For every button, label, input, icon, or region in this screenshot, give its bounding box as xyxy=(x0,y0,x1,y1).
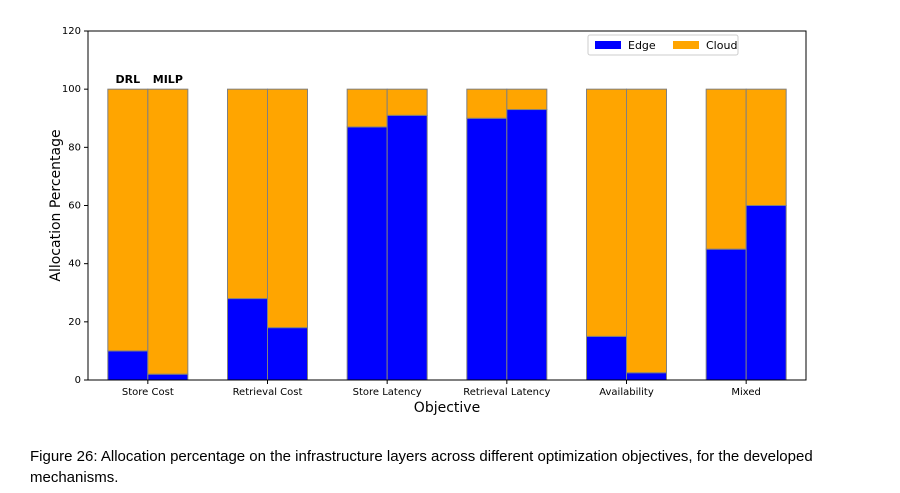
bar-edge-drl-availability xyxy=(586,335,627,381)
bar-edge-milp-availability xyxy=(626,372,667,381)
bar-cloud-drl-store-latency xyxy=(346,88,388,128)
bar-edge-drl-store-latency xyxy=(346,126,388,381)
bar-cloud-drl-mixed xyxy=(705,88,747,250)
bar-edge-milp-retrieval-latency xyxy=(506,109,548,381)
bar-cloud-milp-mixed xyxy=(745,88,787,206)
bar-edge-drl-retrieval-cost xyxy=(227,298,268,381)
y-tick-label-40: 40 xyxy=(68,259,81,270)
bar-cloud-milp-store-latency xyxy=(386,88,428,116)
figure-caption: Figure 26: Allocation percentage on the … xyxy=(30,448,813,486)
bar-cloud-drl-availability xyxy=(586,88,627,337)
bar-cloud-milp-retrieval-latency xyxy=(506,88,548,111)
bar-cloud-drl-retrieval-cost xyxy=(227,88,268,300)
y-axis-title: Allocation Percentage xyxy=(48,129,64,281)
x-tick-label-mixed: Mixed xyxy=(731,387,761,398)
x-tick-label-availability: Availability xyxy=(599,387,654,398)
legend-box xyxy=(587,34,739,56)
x-tick-label-store-cost: Store Cost xyxy=(122,387,174,398)
bar-cloud-drl-store-cost xyxy=(107,88,149,352)
legend-label-cloud: Cloud xyxy=(706,39,737,52)
bar-edge-drl-mixed xyxy=(705,248,747,381)
x-tick-label-retrieval-latency: Retrieval Latency xyxy=(463,387,550,398)
bar-edge-milp-store-latency xyxy=(386,114,428,381)
y-tick-label-60: 60 xyxy=(68,201,81,212)
bar-edge-milp-store-cost xyxy=(147,373,189,381)
bar-edge-milp-mixed xyxy=(745,205,787,381)
bar-cloud-drl-retrieval-latency xyxy=(466,88,508,119)
y-tick-label-20: 20 xyxy=(68,317,81,328)
y-tick-label-120: 120 xyxy=(62,26,81,37)
bar-cloud-milp-retrieval-cost xyxy=(267,88,308,329)
legend-label-edge: Edge xyxy=(628,39,656,52)
chart-container: 0 20 40 60 80 100 120 Store Cost Retrieval Cost S… xyxy=(48,26,807,416)
y-tick-label-80: 80 xyxy=(68,142,81,153)
method-label-milp: MILP xyxy=(153,73,183,86)
bar-edge-drl-retrieval-latency xyxy=(466,117,508,381)
y-tick-label-100: 100 xyxy=(62,84,81,95)
bar-cloud-milp-availability xyxy=(626,88,667,374)
method-label-drl: DRL xyxy=(116,73,141,86)
x-axis-title: Objective xyxy=(414,400,480,416)
bar-edge-milp-retrieval-cost xyxy=(267,327,308,381)
plot-frame xyxy=(87,30,807,381)
bar-cloud-milp-store-cost xyxy=(147,88,189,375)
stacked-bar-chart: 0 20 40 60 80 100 120 Store Cost Retrieval Cost S… xyxy=(48,26,807,416)
legend-swatch-cloud xyxy=(673,41,699,49)
bar-edge-drl-store-cost xyxy=(107,350,149,381)
x-tick-label-retrieval-cost: Retrieval Cost xyxy=(233,387,303,398)
y-tick-label-0: 0 xyxy=(75,375,81,386)
x-tick-label-store-latency: Store Latency xyxy=(353,387,422,398)
legend-swatch-edge xyxy=(595,41,621,49)
